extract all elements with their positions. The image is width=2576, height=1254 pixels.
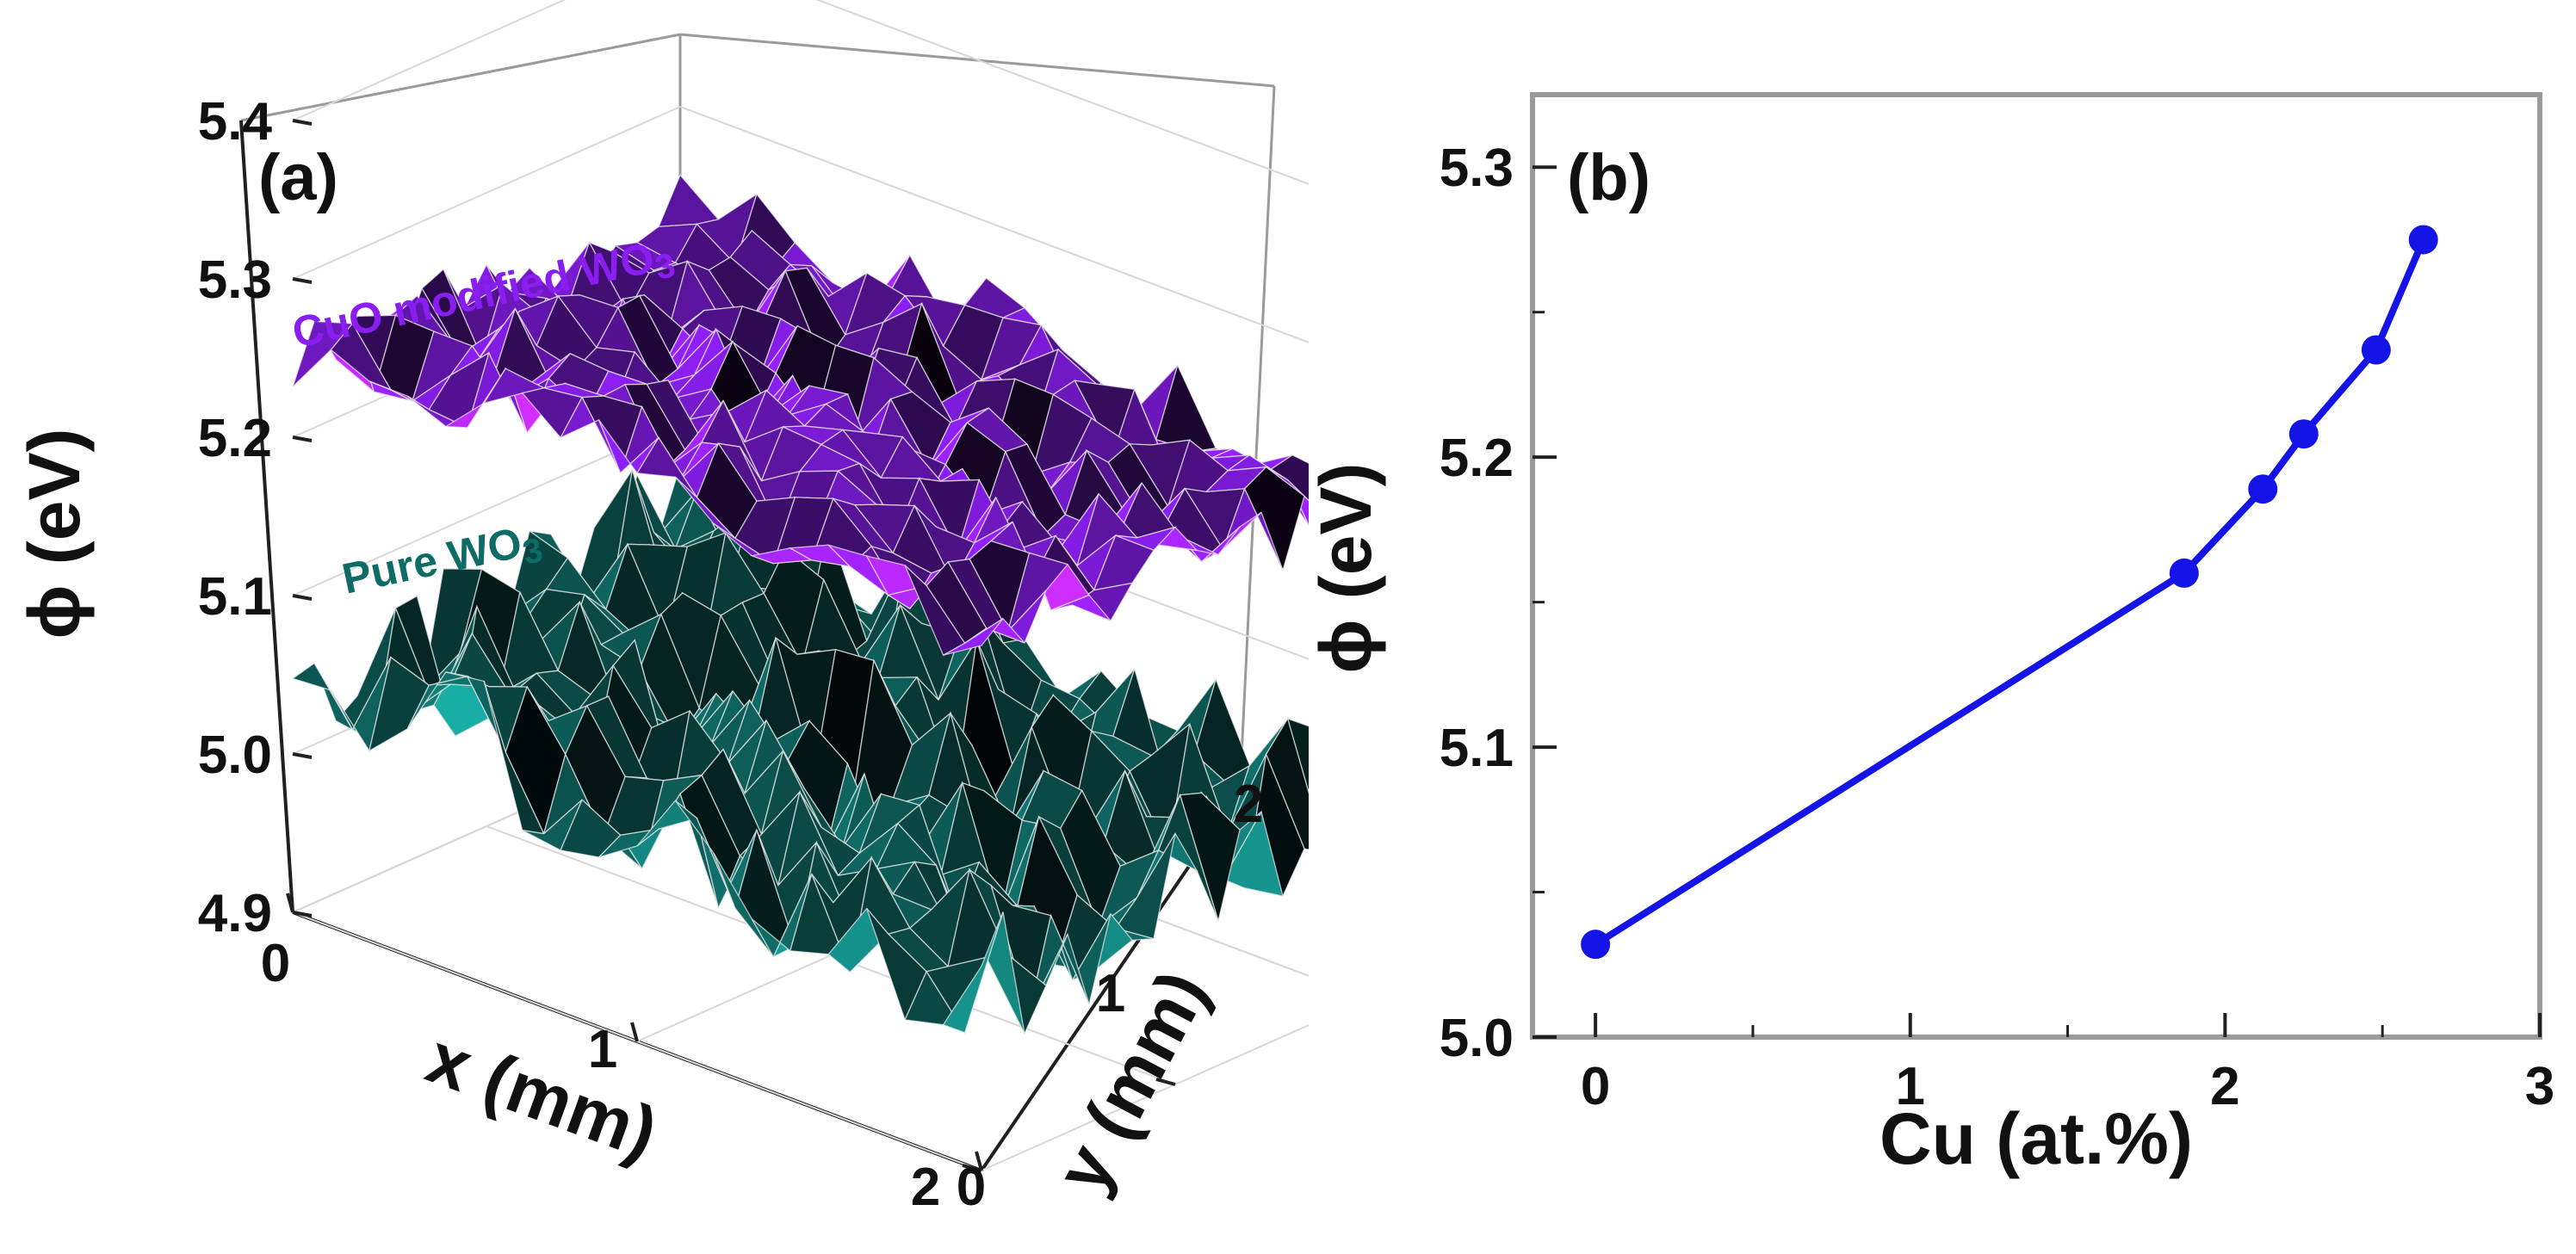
z-grid-left <box>292 106 681 280</box>
series-line <box>1593 238 2427 948</box>
panel-b-line-chart: 5.0 5.1 5.2 5.3 0 1 2 3 (b) Cu (at.%) ϕ (eV) <box>1309 0 2576 1254</box>
data-point <box>2169 558 2199 588</box>
data-points <box>1581 225 2438 960</box>
panel-label-b: (b) <box>1567 141 1650 214</box>
surface-patch <box>657 174 720 228</box>
x-tick-label: 1 <box>1896 1057 1925 1116</box>
y-tick-labels: 5.0 5.1 5.2 5.3 <box>1440 139 1514 1068</box>
x-tick-label: 0 <box>261 934 290 993</box>
tick-marks <box>1533 165 2542 1039</box>
right-vertical-edge <box>1238 85 1276 793</box>
surface-patch <box>943 618 1004 656</box>
z-tick <box>292 436 313 442</box>
z-grid-left <box>292 0 567 121</box>
z-axis-title: ϕ (eV) <box>14 429 95 639</box>
y-axis-title: ϕ (eV) <box>1309 463 1386 674</box>
z-tick-label: 5.3 <box>198 250 272 310</box>
x-tick <box>630 1022 639 1042</box>
data-point <box>2288 419 2319 449</box>
x-tick-labels: 0 1 2 3 <box>1581 1057 2554 1116</box>
tick-marks <box>286 119 1176 1172</box>
surface-patch <box>942 911 1004 1034</box>
y-tick-label: 5.0 <box>1440 1009 1514 1068</box>
z-tick-label: 5.1 <box>198 567 272 627</box>
y-tick-label: 5.3 <box>1440 139 1514 198</box>
z-tick <box>292 119 313 126</box>
series-line-path <box>1593 238 2427 948</box>
z-grid-right <box>679 106 1309 343</box>
data-point <box>2408 225 2438 255</box>
z-grid-right <box>815 0 1309 185</box>
y-tick-label: 5.1 <box>1440 719 1514 778</box>
x-tick-label: 0 <box>1581 1057 1610 1116</box>
x-tick <box>286 893 294 913</box>
back-top-edge <box>240 33 681 122</box>
y-tick-labels: 0 1 2 <box>957 775 1263 1217</box>
data-point <box>1581 930 1611 960</box>
x-tick-labels: 0 1 2 <box>261 934 940 1217</box>
x-tick-label: 1 <box>588 1020 617 1079</box>
y-tick-label: 5.2 <box>1440 429 1514 488</box>
z-tick <box>292 594 313 601</box>
data-point <box>2361 335 2391 365</box>
z-tick-label: 5.4 <box>198 92 273 151</box>
line-chart-svg: 5.0 5.1 5.2 5.3 0 1 2 3 (b) Cu (at.%) ϕ (eV) <box>1309 92 2554 1179</box>
y-tick-label: 2 <box>1234 775 1263 834</box>
z-tick-labels: 4.9 5.0 5.1 5.2 5.3 5.4 <box>198 92 273 943</box>
z-tick-label: 4.9 <box>198 884 272 943</box>
x-tick-label: 3 <box>2525 1057 2554 1116</box>
z-tick <box>292 277 313 284</box>
panel-a-surface-plot: (a) CuO modified WO3 Pure WO3 ϕ (eV) x (… <box>14 0 1309 1217</box>
z-tick <box>292 752 313 759</box>
y-tick-label: 0 <box>957 1158 986 1217</box>
x-tick <box>975 1151 983 1171</box>
panel-label-a: (a) <box>258 141 338 214</box>
y-tick-label: 1 <box>1096 964 1125 1023</box>
data-point <box>2248 474 2278 504</box>
z-tick <box>292 911 313 917</box>
y-tick <box>962 1164 982 1172</box>
z-tick-label: 5.2 <box>198 409 272 468</box>
y-tick <box>1155 1078 1176 1086</box>
x-axis-title: Cu (at.%) <box>1879 1098 2193 1179</box>
surface-plot-svg: (a) CuO modified WO3 Pure WO3 ϕ (eV) x (… <box>14 0 1309 1217</box>
z-tick-label: 5.0 <box>198 726 272 785</box>
z-axis-line <box>239 120 294 913</box>
surfaces <box>291 174 1309 1035</box>
x-tick-label: 2 <box>2210 1057 2239 1116</box>
y-axis-title: y (mm) <box>1040 958 1223 1205</box>
x-tick-label: 2 <box>911 1158 940 1217</box>
plot-frame <box>1530 92 2542 1040</box>
surface-pure <box>291 445 1309 1035</box>
surface-cuo <box>292 174 1309 657</box>
